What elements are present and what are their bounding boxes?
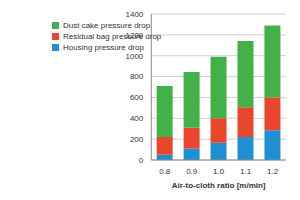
svg-text:0.8: 0.8 <box>159 167 171 176</box>
svg-text:400: 400 <box>130 114 144 123</box>
svg-text:800: 800 <box>130 72 144 81</box>
svg-text:1200: 1200 <box>125 31 143 40</box>
svg-text:200: 200 <box>130 135 144 144</box>
svg-text:Air-to-cloth ratio [m/min]: Air-to-cloth ratio [m/min] <box>172 181 266 190</box>
svg-text:1.2: 1.2 <box>267 167 279 176</box>
svg-text:600: 600 <box>130 93 144 102</box>
svg-text:1.0: 1.0 <box>213 167 225 176</box>
svg-text:1.1: 1.1 <box>240 167 252 176</box>
svg-text:0.9: 0.9 <box>186 167 198 176</box>
svg-text:1000: 1000 <box>125 52 143 61</box>
svg-text:1400: 1400 <box>125 10 143 19</box>
svg-text:0: 0 <box>139 156 144 165</box>
